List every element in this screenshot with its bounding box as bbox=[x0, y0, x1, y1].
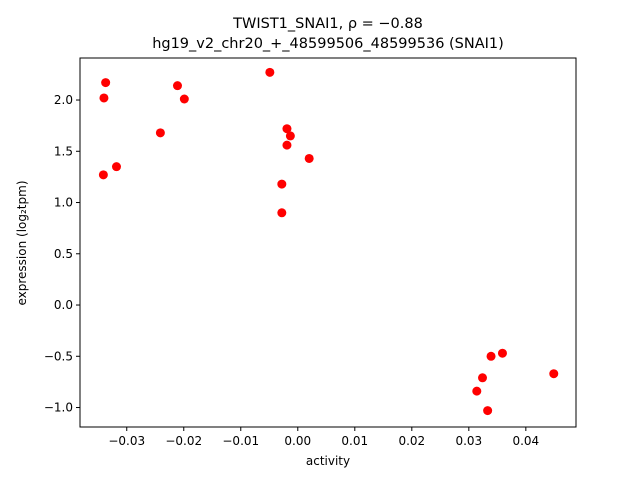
x-tick-label: 0.03 bbox=[455, 434, 482, 448]
scatter-point bbox=[549, 369, 559, 379]
y-axis-label: expression (log₂tpm) bbox=[15, 180, 29, 306]
chart-title-line-2: hg19_v2_chr20_+_48599506_48599536 (SNAI1… bbox=[152, 36, 504, 52]
scatter-point bbox=[101, 78, 111, 88]
scatter-point bbox=[486, 351, 496, 361]
scatter-point bbox=[282, 140, 292, 150]
y-tick-label: 2.0 bbox=[54, 93, 73, 107]
y-tick-label: −0.5 bbox=[44, 349, 73, 363]
scatter-point bbox=[497, 348, 507, 358]
y-tick-label: 1.0 bbox=[54, 196, 73, 210]
x-tick-label: −0.03 bbox=[108, 434, 145, 448]
x-tick-label: 0.04 bbox=[512, 434, 539, 448]
y-tick-label: 1.5 bbox=[54, 144, 73, 158]
y-axis-ticks: −1.0 −0.5 0.0 0.5 1.0 1.5 2.0 bbox=[44, 93, 80, 415]
scatter-point bbox=[472, 386, 482, 396]
scatter-point bbox=[98, 170, 108, 180]
data-points bbox=[98, 67, 559, 416]
x-axis-ticks: −0.03 −0.02 −0.01 0.00 0.01 0.02 0.03 0.04 bbox=[108, 427, 539, 448]
scatter-point bbox=[277, 179, 287, 189]
x-axis-label: activity bbox=[305, 454, 351, 468]
scatter-point bbox=[179, 94, 189, 104]
scatter-point bbox=[172, 81, 182, 91]
scatter-point bbox=[99, 93, 109, 103]
scatter-point bbox=[282, 124, 292, 134]
y-tick-label: 0.0 bbox=[54, 298, 73, 312]
x-tick-label: 0.02 bbox=[398, 434, 425, 448]
y-tick-label: −1.0 bbox=[44, 401, 73, 415]
scatter-point bbox=[483, 406, 493, 416]
x-tick-label: 0.01 bbox=[341, 434, 368, 448]
scatter-point bbox=[478, 373, 488, 383]
chart-title-line-1: TWIST1_SNAI1, ρ = −0.88 bbox=[233, 16, 423, 32]
scatter-point bbox=[265, 67, 275, 77]
x-tick-label: −0.01 bbox=[222, 434, 259, 448]
x-tick-label: −0.02 bbox=[165, 434, 202, 448]
scatter-point bbox=[111, 162, 121, 172]
x-tick-label: 0.00 bbox=[284, 434, 311, 448]
y-tick-label: 0.5 bbox=[54, 247, 73, 261]
scatter-point bbox=[277, 208, 287, 218]
scatter-point bbox=[155, 128, 165, 138]
scatter-point bbox=[304, 153, 314, 163]
scatter-point bbox=[285, 131, 295, 141]
axes-frame bbox=[79, 57, 577, 428]
